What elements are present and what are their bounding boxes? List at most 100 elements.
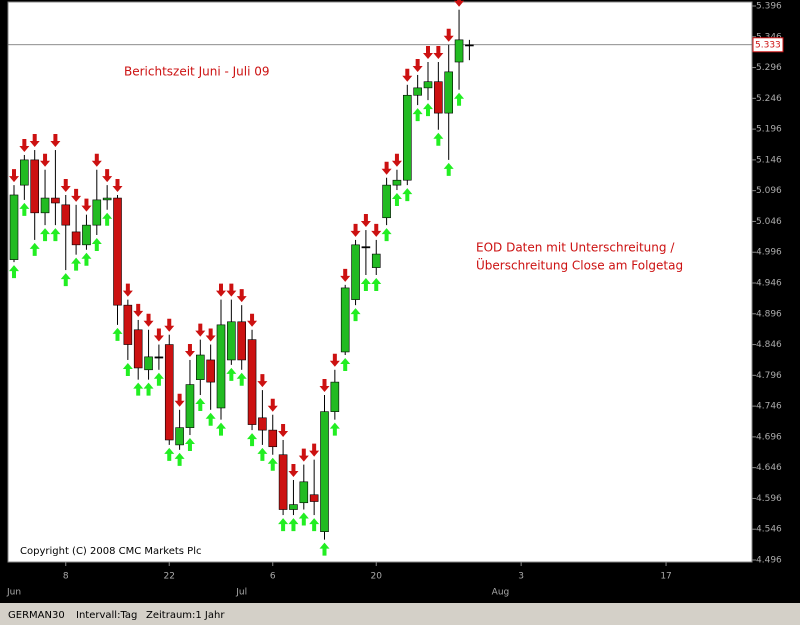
last-price-label: 5.333 [755,40,781,50]
y-tick-label: 5.246 [756,94,782,104]
y-tick-label: 4.846 [756,340,782,350]
sell-arrow [184,343,195,357]
buy-arrow [226,367,237,381]
candle-body [216,324,226,409]
footer-bar [0,603,800,625]
buy-arrow [443,162,454,176]
candle-body [123,304,133,345]
buy-arrow [257,447,268,461]
candle-body [402,94,412,181]
sell-arrow [71,188,82,202]
candle-body [133,329,143,369]
y-tick-label: 5.196 [756,125,782,135]
buy-arrow [9,265,19,279]
sell-arrow [360,214,371,228]
sell-arrow [133,303,144,317]
month-label: Jul [235,588,247,598]
footer-text: Intervall:Tag [76,610,137,621]
sell-arrow [205,328,216,342]
buy-arrow [423,103,433,117]
sell-arrow [174,393,185,407]
y-tick-label: 4.546 [756,525,782,535]
candle-body [340,287,350,353]
annotation: Berichtszeit Juni - Juli 09 [124,65,270,79]
month-label: Jun [6,588,21,598]
candle-body [20,159,29,186]
buy-arrow [174,452,185,466]
candle-body [278,454,288,510]
candle-body [71,231,81,246]
candle-body [413,87,422,96]
buy-arrow [133,382,144,396]
buy-arrow [329,422,340,436]
buy-arrow [360,277,371,291]
candle-body [113,197,122,306]
sell-arrow [81,198,92,212]
buy-arrow [340,358,351,372]
candle-body [175,427,184,446]
candle-body [185,384,195,428]
buy-arrow [371,277,382,291]
sell-arrow [60,178,71,192]
buy-arrow [454,92,465,106]
candle-body [434,81,443,114]
y-tick-label: 4.996 [756,248,782,258]
buy-arrow [216,422,226,436]
y-tick-label: 4.796 [756,371,782,381]
sell-arrow [454,0,465,7]
candle-body [361,246,371,249]
month-label: Aug [492,588,510,598]
plot-area [7,1,753,563]
candle-body [102,197,112,201]
candle-body [196,354,205,380]
sell-arrow [391,153,402,167]
candle-body [258,417,267,431]
y-tick-label: 5.096 [756,186,782,196]
sell-arrow [153,328,164,342]
sell-arrow [371,223,382,237]
buy-arrow [184,438,195,452]
x-tick-label: 8 [63,572,69,582]
candle-body [9,194,19,260]
candle-body [40,197,50,214]
y-tick-label: 5.296 [756,63,782,73]
footer-text: Zeitraum:1 Jahr [146,610,225,621]
x-tick-label: 17 [660,572,671,582]
sell-arrow [267,398,278,412]
buy-arrow [40,228,51,242]
sell-arrow [91,153,102,167]
y-tick-label: 5.046 [756,217,782,227]
x-tick-label: 6 [270,572,276,582]
candle-body [320,411,329,532]
candle-body [82,224,91,246]
sell-arrow [423,46,433,60]
buy-arrow [91,237,102,251]
sell-arrow [433,46,444,60]
sell-arrow [50,134,61,148]
buy-arrow [350,308,361,322]
candle-body [382,184,391,219]
candle-body [465,44,474,47]
candle-body [268,429,278,448]
candle-body [371,253,381,268]
buy-arrow [298,512,309,526]
buy-arrow [71,257,82,271]
sell-arrow [19,138,30,152]
sell-arrow [195,323,206,337]
candle-body [330,381,340,412]
buy-arrow [122,362,133,376]
buy-arrow [102,212,113,226]
candle-body [392,179,402,186]
buy-arrow [143,382,154,396]
sell-arrow [257,374,268,388]
candle-body [227,321,236,361]
candle-body [351,244,360,300]
buy-arrow [402,188,413,202]
y-tick-label: 4.646 [756,463,782,473]
sell-arrow [340,268,351,282]
candle-body [454,39,464,63]
y-tick-label: 4.946 [756,279,782,289]
sell-arrow [329,353,340,367]
